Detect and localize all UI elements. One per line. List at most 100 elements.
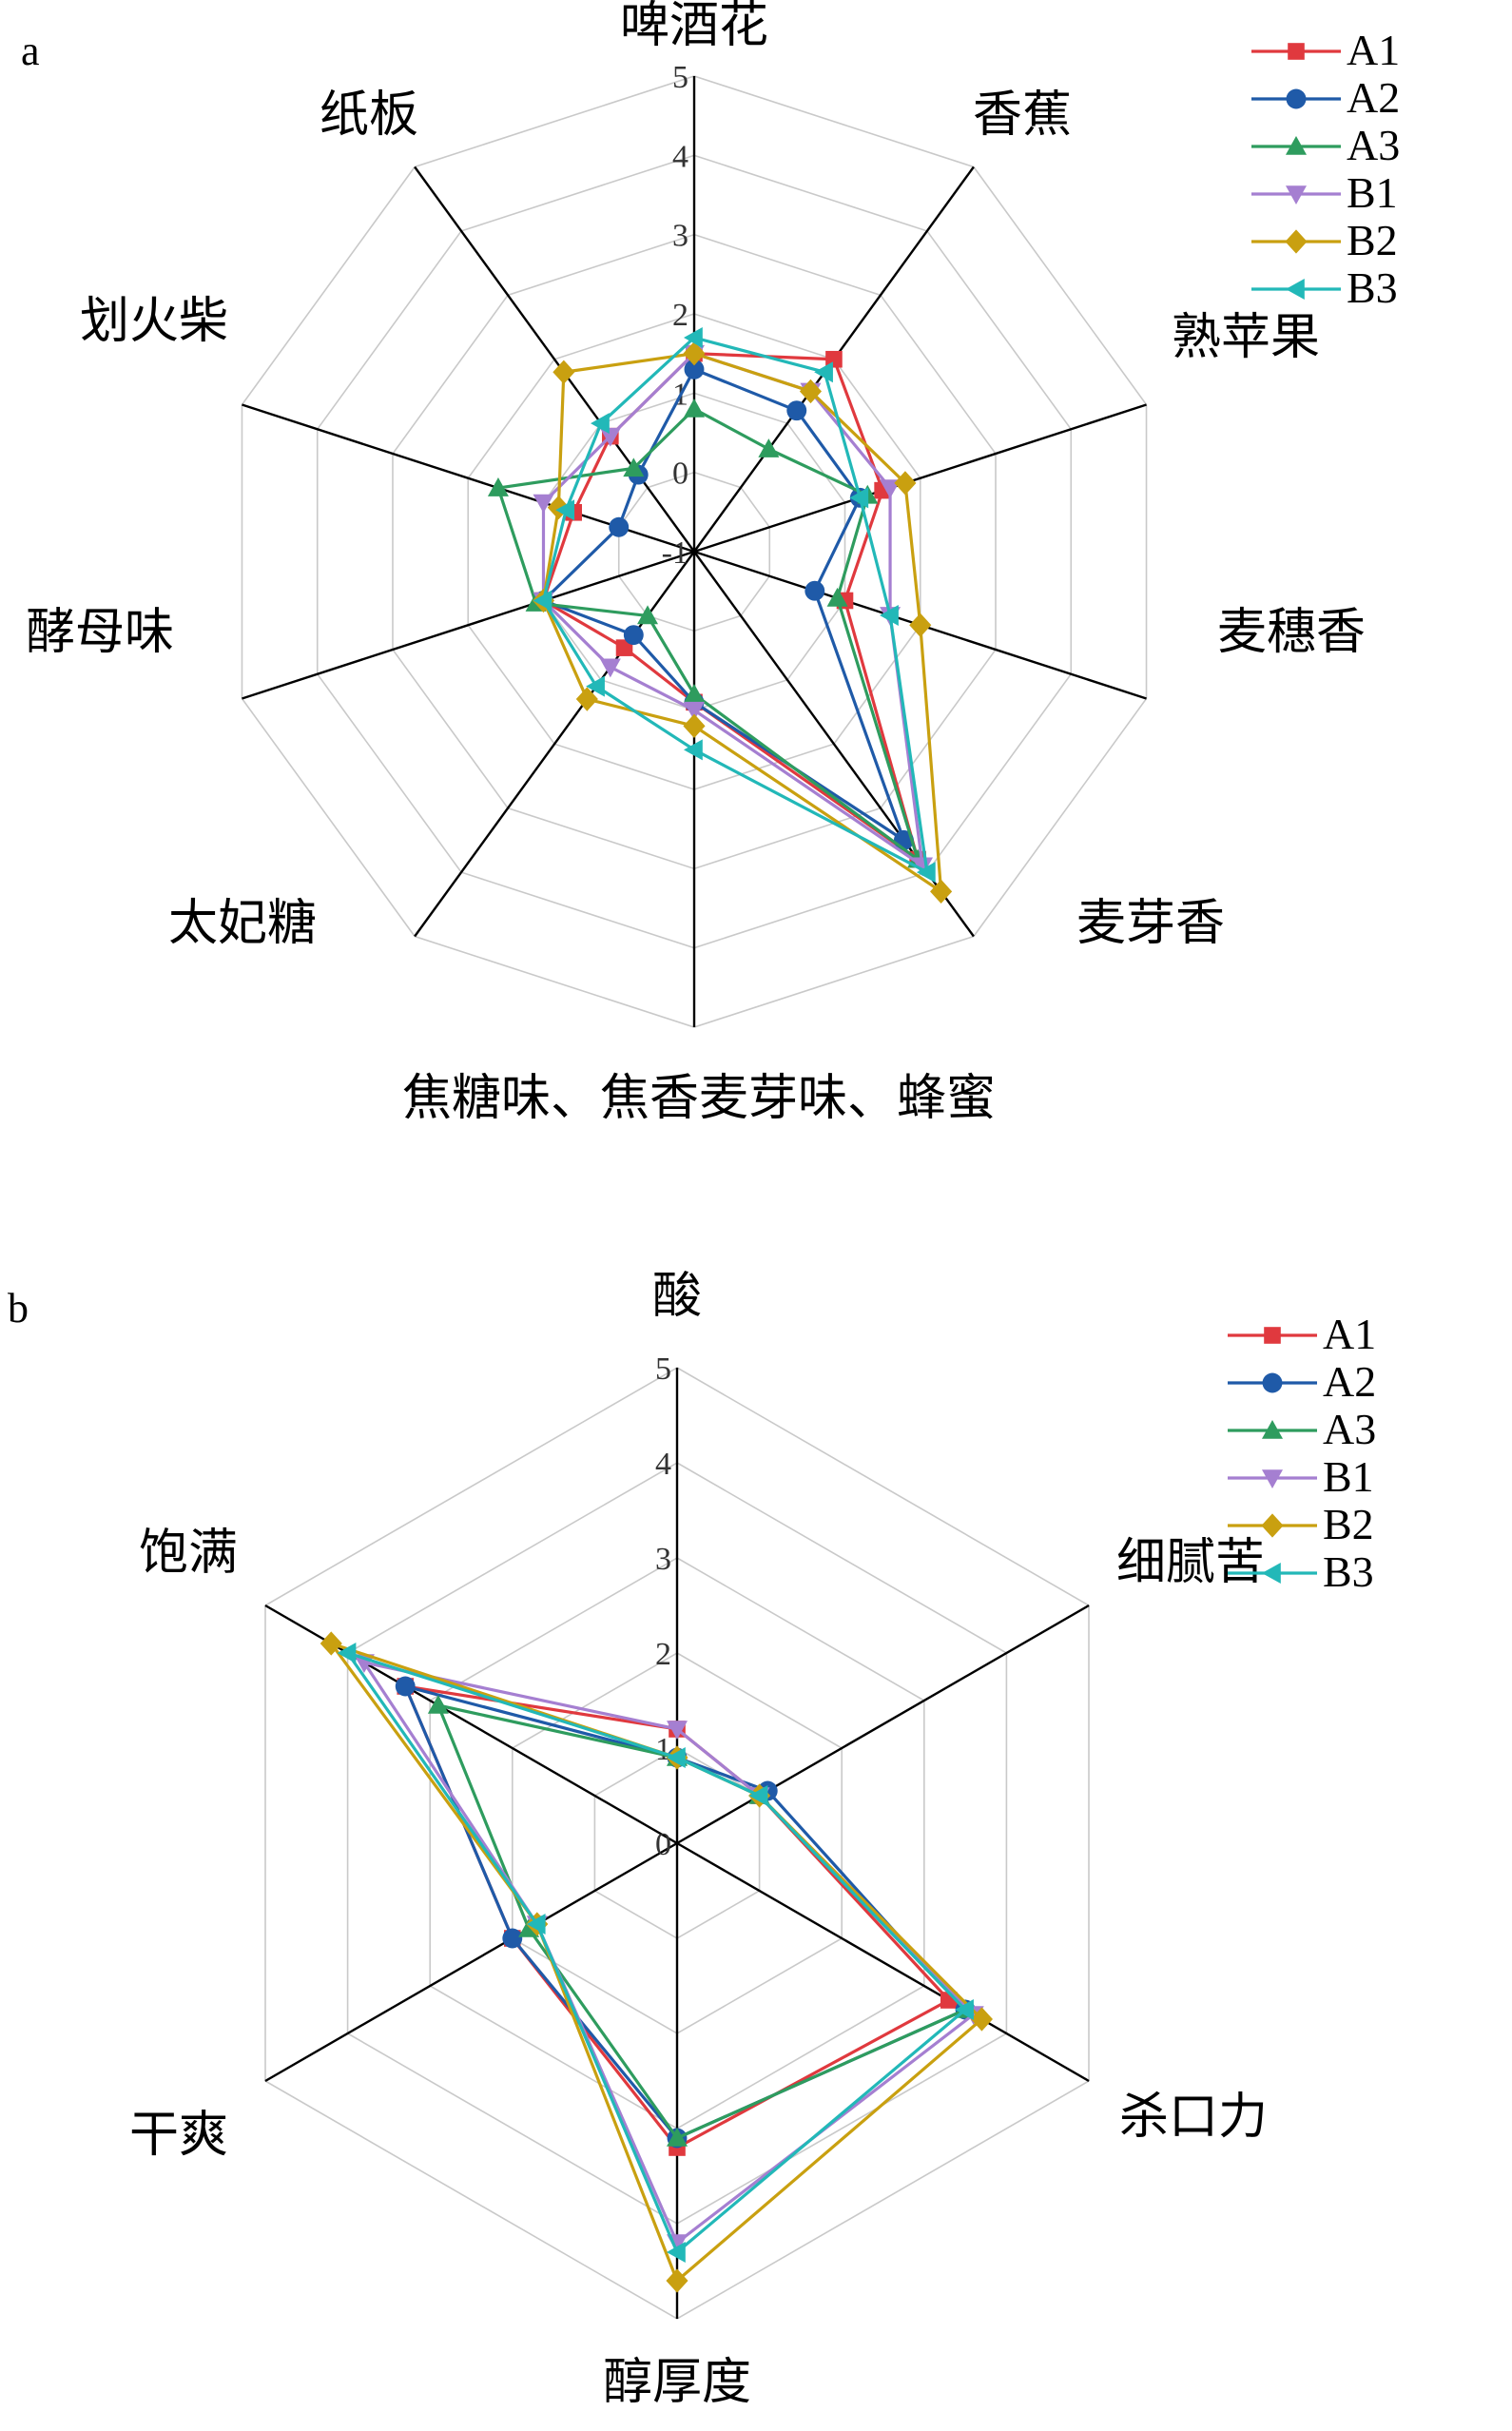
axis-label: 细腻苦 — [1116, 1534, 1265, 1591]
legend-marker — [1262, 1469, 1283, 1488]
axis-spoke — [676, 1604, 1090, 1845]
legend-label: A3 — [1323, 1405, 1376, 1453]
data-point — [814, 361, 833, 383]
data-point — [909, 613, 932, 637]
data-point — [623, 625, 644, 646]
tick-label: 3 — [672, 219, 688, 254]
legend-label: B1 — [1323, 1452, 1374, 1501]
data-point — [586, 675, 605, 697]
legend-marker — [1285, 229, 1308, 254]
axis-label: 麦穗香 — [1217, 604, 1366, 661]
legend-label: A2 — [1347, 73, 1400, 122]
tick-label: 2 — [655, 1637, 671, 1672]
data-point — [894, 471, 917, 496]
data-point — [804, 580, 825, 601]
data-point — [337, 1643, 357, 1663]
axis-label: 干爽 — [129, 2107, 228, 2164]
data-point — [427, 1695, 449, 1714]
data-point — [684, 701, 705, 721]
data-point — [799, 379, 823, 404]
data-point — [748, 1785, 768, 1806]
legend-label: B1 — [1347, 168, 1398, 217]
data-point — [786, 400, 807, 421]
data-point — [623, 457, 645, 477]
legend-label: A2 — [1323, 1357, 1376, 1406]
data-point — [555, 499, 575, 521]
data-point — [912, 857, 934, 877]
data-point — [320, 1631, 342, 1656]
series-A3 — [487, 399, 929, 868]
axis-label: 酸 — [652, 1268, 702, 1325]
tick-label: 2 — [672, 298, 688, 333]
data-point — [552, 360, 575, 384]
series-A2 — [395, 1676, 976, 2149]
axis-label: 熟苹果 — [1172, 309, 1320, 366]
data-point — [684, 739, 703, 761]
data-point — [609, 516, 630, 537]
axis-spoke — [264, 1841, 678, 2083]
axis-label: 饱满 — [139, 1525, 238, 1582]
legend-marker — [1261, 1513, 1284, 1538]
data-point — [533, 494, 554, 514]
tick-label: 4 — [655, 1447, 671, 1482]
legend-label: B3 — [1323, 1547, 1374, 1596]
axis-spoke — [693, 403, 1147, 554]
data-point — [955, 1999, 974, 2020]
data-point — [880, 604, 899, 626]
tick-label: 0 — [655, 1827, 671, 1862]
tick-label: 5 — [655, 1352, 671, 1387]
legend-marker — [1262, 1420, 1283, 1439]
data-point — [684, 327, 703, 348]
data-point — [684, 359, 705, 379]
data-point — [667, 2128, 688, 2147]
data-point — [758, 438, 780, 457]
radar-panel-a: a-1012345啤酒花香蕉熟苹果麦穗香麦芽香焦糖味、焦香麦芽味、蜂蜜太妃糖酵母… — [21, 0, 1400, 1127]
legend-label: A1 — [1323, 1310, 1376, 1358]
tick-label: 3 — [655, 1542, 671, 1577]
data-point — [599, 427, 621, 447]
legend-label: A3 — [1347, 121, 1400, 169]
data-point — [575, 687, 598, 711]
legend-marker — [1286, 88, 1307, 109]
axis-label: 香蕉 — [973, 87, 1072, 144]
legend-label: A1 — [1347, 26, 1400, 74]
axis-label: 酵母味 — [26, 604, 174, 661]
data-point — [683, 341, 706, 366]
axis-label: 啤酒花 — [620, 0, 768, 54]
legend-label: B2 — [1323, 1500, 1374, 1548]
data-point — [667, 1721, 688, 1740]
axis-label: 焦糖味、焦香麦芽味、蜂蜜 — [402, 1070, 996, 1127]
legend-marker — [1286, 185, 1307, 204]
axis-label: 纸板 — [320, 87, 418, 144]
data-point — [487, 477, 509, 496]
data-point — [667, 1747, 686, 1768]
data-point — [684, 399, 705, 418]
data-point — [684, 684, 705, 703]
axis-spoke — [242, 550, 695, 700]
tick-label: 5 — [672, 60, 688, 95]
legend-marker — [1262, 1372, 1283, 1393]
axis-spoke — [676, 1841, 1090, 2083]
data-point — [599, 658, 621, 678]
legend-label: B2 — [1347, 216, 1398, 264]
series-B3 — [533, 327, 936, 884]
axis-spoke — [414, 551, 695, 938]
data-point — [916, 862, 936, 884]
axis-label: 划火柴 — [80, 293, 228, 350]
legend-marker — [1264, 1327, 1281, 1344]
legend-marker — [1262, 1563, 1281, 1584]
axis-label: 麦芽香 — [1076, 895, 1225, 952]
data-point — [526, 1914, 546, 1935]
data-point — [970, 2007, 993, 2032]
panel-letter: a — [21, 28, 40, 74]
data-point — [667, 2242, 686, 2263]
legend-marker — [1288, 43, 1305, 60]
tick-label: -1 — [662, 535, 688, 571]
legend-marker — [1286, 279, 1305, 300]
data-point — [502, 1928, 523, 1949]
series-B3 — [337, 1643, 974, 2263]
axis-spoke — [414, 165, 695, 553]
data-point — [849, 487, 869, 509]
